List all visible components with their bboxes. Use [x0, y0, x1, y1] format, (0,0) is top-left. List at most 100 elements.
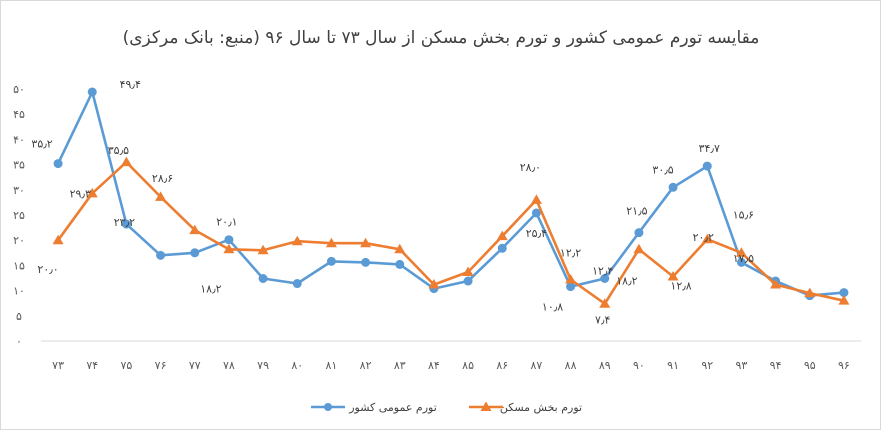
data-point [189, 224, 201, 235]
data-point [668, 182, 678, 192]
data-label: ۲۰٫۲ [693, 231, 714, 244]
data-point [565, 274, 577, 284]
data-point [121, 219, 131, 229]
data-point [120, 156, 132, 167]
data-label: ۱۷٫۵ [733, 252, 754, 265]
series-layer [52, 87, 850, 308]
x-tick-label: ۷۸ [223, 359, 235, 372]
data-label: ۱۲٫۴ [592, 265, 613, 278]
x-tick-label: ۷۳ [52, 359, 64, 372]
data-point [736, 257, 746, 267]
x-tick-label: ۸۶ [496, 359, 508, 372]
data-point [702, 161, 712, 171]
data-point [224, 235, 234, 245]
series-line [57, 160, 845, 306]
data-point [600, 274, 610, 284]
data-point [735, 247, 747, 257]
data-point [326, 256, 336, 266]
x-tick-label: ۸۷ [531, 359, 543, 372]
data-point [497, 243, 507, 253]
data-point [531, 208, 541, 218]
data-point [325, 237, 337, 248]
y-tick-label: ۵ [16, 310, 22, 323]
data-label: ۳۰٫۵ [652, 163, 673, 176]
y-tick-label: ۳۵ [13, 159, 25, 172]
data-point [190, 248, 200, 258]
data-point [257, 244, 269, 255]
data-label: ۲۵٫۴ [526, 227, 547, 240]
x-tick-label: ۸۵ [462, 359, 474, 372]
x-tick-label: ۹۵ [804, 359, 816, 372]
x-tick-label: ۸۰ [291, 359, 303, 372]
data-point [223, 243, 235, 254]
x-tick-label: ۹۶ [838, 359, 850, 372]
data-label-layer: ۳۵٫۲ ۴۹٫۴ ۲۳٫۲ ۲۰٫۱ ۲۵٫۴ ۱۰٫۸ ۱۲٫۴ ۲۱٫۵ ۳۰٫۵ ۳۴٫۷… [31, 78, 754, 327]
data-point [770, 279, 782, 289]
data-point [394, 243, 406, 254]
y-tick-label: ۰ [16, 335, 22, 348]
data-point [667, 270, 679, 281]
axis-layer: ۰ ۵ ۱۰ ۱۵ ۲۰ ۲۵ ۳۰ ۳۵ ۴۰ ۴۵ ۵۰ ۷۳ ۷۴ ۷۵ ۷۶ ۷۷ ۷۸ ۷۹ ۸۰ ۸۱ ۸۲… [13, 83, 861, 372]
y-tick-label: ۱۰ [13, 285, 25, 298]
data-point [395, 259, 405, 269]
data-point [361, 257, 371, 267]
data-point [633, 243, 645, 254]
data-point [804, 287, 816, 298]
data-label: ۱۸٫۲ [200, 282, 221, 295]
data-label: ۱۲٫۲ [560, 247, 581, 260]
data-label: ۱۸٫۲ [616, 274, 637, 287]
legend-label: تورم عمومی کشور [348, 401, 437, 414]
data-point [292, 279, 302, 289]
data-point [566, 282, 576, 292]
chart-title: مقایسه تورم عمومی کشور و تورم بخش مسکن ا… [123, 28, 760, 48]
x-tick-label: ۷۹ [257, 359, 269, 372]
x-tick-label: ۸۱ [326, 359, 338, 372]
data-label: ۲۳٫۲ [114, 216, 135, 229]
data-label: ۲۸٫۶ [152, 172, 173, 185]
data-point [838, 295, 850, 305]
x-tick-label: ۹۴ [770, 359, 782, 372]
y-tick-label: ۲۰ [13, 234, 25, 247]
data-label: ۲۱٫۵ [626, 205, 647, 218]
legend-marker [324, 403, 332, 411]
y-tick-label: ۳۰ [13, 184, 25, 197]
data-point [87, 87, 97, 97]
legend-marker [480, 401, 492, 411]
y-tick-label: ۴۵ [13, 108, 25, 121]
data-label: ۱۵٫۶ [733, 208, 754, 221]
data-point [701, 233, 713, 244]
data-label: ۱۲٫۸ [670, 279, 691, 292]
y-tick-label: ۴۰ [13, 133, 25, 146]
x-tick-label: ۸۴ [428, 359, 440, 372]
data-label: ۷٫۴ [595, 314, 610, 327]
x-tick-label: ۷۷ [189, 359, 201, 372]
data-point [462, 266, 474, 276]
x-tick-label: ۹۰ [633, 359, 645, 372]
data-point [360, 237, 372, 248]
data-point [496, 230, 508, 241]
data-point [599, 298, 611, 308]
data-point [428, 279, 440, 289]
data-point [155, 191, 167, 201]
data-point [156, 250, 166, 260]
data-label: ۲۸٫۰ [520, 161, 541, 174]
data-label: ۱۰٫۸ [542, 301, 563, 314]
data-point [291, 235, 303, 246]
x-tick-label: ۸۲ [360, 359, 372, 372]
y-tick-label: ۲۵ [13, 209, 25, 222]
data-label: ۲۹٫۳ [70, 187, 91, 200]
data-point [634, 228, 644, 238]
data-point [52, 234, 64, 245]
x-tick-label: ۸۸ [565, 359, 577, 372]
x-tick-label: ۸۹ [599, 359, 611, 372]
data-point [86, 187, 98, 198]
x-tick-label: ۹۳ [736, 359, 748, 372]
x-tick-label: ۹۲ [701, 359, 713, 372]
data-point [530, 194, 542, 204]
data-label: ۲۰٫۱ [216, 216, 237, 229]
x-tick-label: ۷۵ [121, 359, 133, 372]
y-tick-label: ۵۰ [13, 83, 25, 96]
x-tick-label: ۷۶ [155, 359, 167, 372]
